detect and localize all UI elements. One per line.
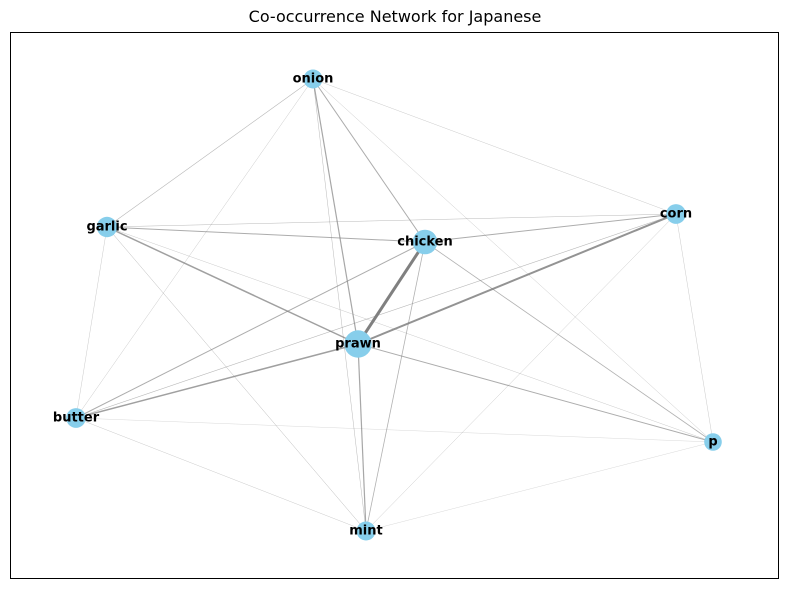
node-label-onion: onion xyxy=(293,72,334,87)
node-label-garlic: garlic xyxy=(86,220,127,235)
node-chicken xyxy=(412,229,438,255)
edge-butter-p xyxy=(75,417,714,443)
edge-chicken-prawn xyxy=(356,241,427,345)
edge-garlic-chicken xyxy=(106,226,426,243)
node-butter xyxy=(66,408,86,428)
edge-butter-mint xyxy=(75,417,367,532)
edge-prawn-mint xyxy=(357,343,367,532)
edge-garlic-prawn xyxy=(106,226,359,345)
edge-onion-corn xyxy=(312,78,677,215)
label-layer: onion garlic chicken corn prawn butter p mint xyxy=(53,72,718,539)
node-label-corn: corn xyxy=(660,207,692,222)
node-mint xyxy=(356,521,376,541)
edge-chicken-p xyxy=(424,241,714,443)
node-p xyxy=(704,433,722,451)
edge-chicken-butter xyxy=(75,241,426,419)
edge-chicken-mint xyxy=(365,241,426,532)
edge-corn-p xyxy=(675,213,714,443)
node-label-chicken: chicken xyxy=(397,235,453,250)
edge-garlic-p xyxy=(106,226,714,443)
edge-prawn-corn xyxy=(357,213,677,345)
node-onion xyxy=(303,69,323,89)
edge-garlic-corn xyxy=(106,213,677,228)
node-corn xyxy=(666,204,686,224)
edge-onion-p xyxy=(312,78,714,443)
node-layer xyxy=(66,69,722,541)
edge-mint-p xyxy=(365,441,714,532)
plot-frame xyxy=(10,32,779,579)
edge-prawn-p xyxy=(357,343,714,443)
node-prawn xyxy=(344,330,372,358)
node-garlic xyxy=(96,216,118,238)
edge-onion-butter xyxy=(75,78,314,419)
edge-garlic-mint xyxy=(106,226,367,532)
node-label-butter: butter xyxy=(53,411,100,426)
edge-garlic-butter xyxy=(75,226,108,419)
edge-butter-corn xyxy=(75,213,677,419)
node-label-p: p xyxy=(708,435,717,450)
edge-butter-prawn xyxy=(75,343,359,419)
chart-title: Co-occurrence Network for Japanese xyxy=(248,7,542,26)
edge-onion-garlic xyxy=(106,78,314,228)
edge-chicken-corn xyxy=(424,213,677,243)
edge-corn-mint xyxy=(365,213,677,532)
edge-onion-mint xyxy=(312,78,367,532)
edge-onion-chicken xyxy=(312,78,426,243)
node-label-mint: mint xyxy=(349,524,382,539)
edge-onion-prawn xyxy=(312,78,359,345)
node-label-prawn: prawn xyxy=(335,337,381,352)
edge-layer xyxy=(75,78,714,532)
